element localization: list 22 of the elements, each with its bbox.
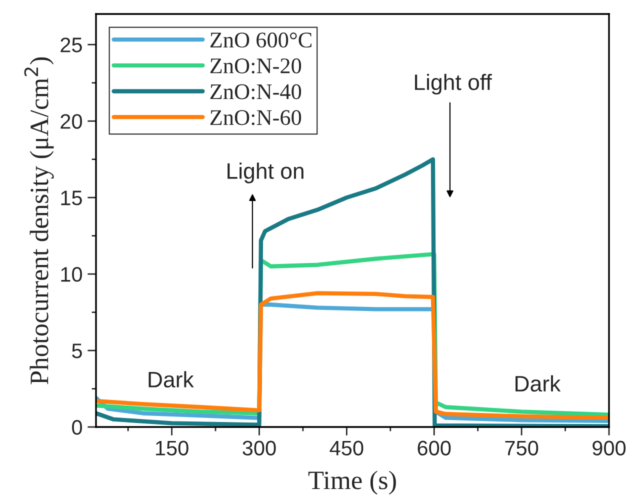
x-tick-label: 450 — [330, 440, 364, 456]
x-axis-title: Time (s) — [308, 470, 396, 495]
x-tick-label: 750 — [505, 440, 538, 456]
y-tick-label: 20 — [60, 114, 82, 129]
y-tick-label: 25 — [60, 38, 82, 52]
annotation: Dark — [148, 371, 194, 388]
legend-label: ZnO 600°C — [210, 32, 312, 48]
legend-label: ZnO:N-20 — [210, 58, 302, 74]
legend-label: ZnO:N-60 — [210, 110, 302, 126]
annotation: Light on — [228, 162, 304, 184]
y-axis-title: Photocurrent density (μA/cm$^{2}$) — [24, 57, 54, 384]
annotation: Dark — [516, 375, 561, 392]
x-tick-label: 600 — [418, 440, 451, 456]
y-tick-label: 0 — [72, 420, 82, 435]
y-tick-label: 15 — [61, 190, 82, 206]
legend-label: ZnO:N-40 — [210, 84, 302, 100]
x-tick-label: 900 — [592, 440, 626, 456]
y-tick-label: 5 — [72, 344, 82, 358]
x-tick-label: 300 — [242, 440, 276, 456]
x-tick-label: 150 — [156, 440, 188, 456]
y-tick-label: 10 — [61, 267, 82, 282]
annotation: Light off — [415, 74, 492, 95]
